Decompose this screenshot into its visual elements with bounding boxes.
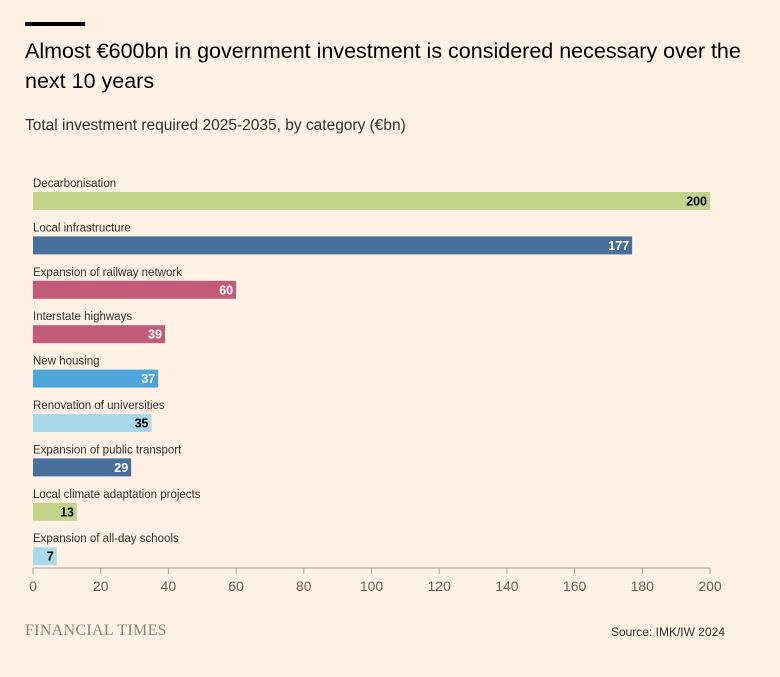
data-label: 37 [141, 372, 155, 386]
category-label: Expansion of railway network [33, 267, 182, 279]
data-label: 29 [114, 461, 128, 475]
data-label: 200 [686, 195, 707, 209]
bar [33, 236, 633, 255]
x-tick-label: 140 [495, 578, 519, 594]
bar [33, 502, 78, 521]
category-label: Renovation of universities [33, 400, 165, 412]
category-label: Decarbonisation [33, 178, 116, 190]
x-tick-label: 60 [228, 578, 244, 594]
bar [33, 192, 710, 210]
category-label: New housing [33, 356, 99, 368]
bar [33, 458, 132, 477]
bar [33, 414, 152, 432]
top-accent-bar [25, 22, 85, 26]
data-label: 60 [219, 283, 233, 297]
bar [33, 325, 166, 344]
ft-logo: FINANCIAL TIMES [25, 622, 167, 639]
x-tick-label: 100 [360, 578, 384, 594]
x-tick-label: 200 [698, 578, 722, 594]
bar [33, 547, 57, 566]
category-label: Local infrastructure [33, 222, 131, 234]
x-tick-label: 0 [29, 578, 37, 594]
x-tick-label: 20 [93, 578, 109, 594]
category-label: Expansion of public transport [33, 444, 182, 456]
x-tick-label: 120 [428, 578, 452, 594]
bar [33, 369, 159, 388]
data-label: 13 [60, 505, 74, 519]
x-tick-label: 180 [631, 578, 655, 594]
category-label: Local climate adaptation projects [33, 489, 201, 501]
data-label: 35 [135, 417, 149, 431]
chart-title: Almost €600bn in government investment i… [25, 39, 741, 93]
category-label: Interstate highways [33, 311, 132, 323]
chart-subtitle: Total investment required 2025-2035, by … [25, 117, 406, 134]
data-label: 177 [608, 239, 629, 253]
category-label: Expansion of all-day schools [33, 533, 179, 545]
x-tick-label: 40 [161, 578, 177, 594]
data-label: 39 [148, 328, 162, 342]
x-tick-label: 160 [563, 578, 587, 594]
bar [33, 280, 237, 299]
data-label: 7 [47, 550, 54, 564]
x-tick-label: 80 [296, 578, 312, 594]
source-note: Source: IMK/IW 2024 [610, 625, 725, 639]
